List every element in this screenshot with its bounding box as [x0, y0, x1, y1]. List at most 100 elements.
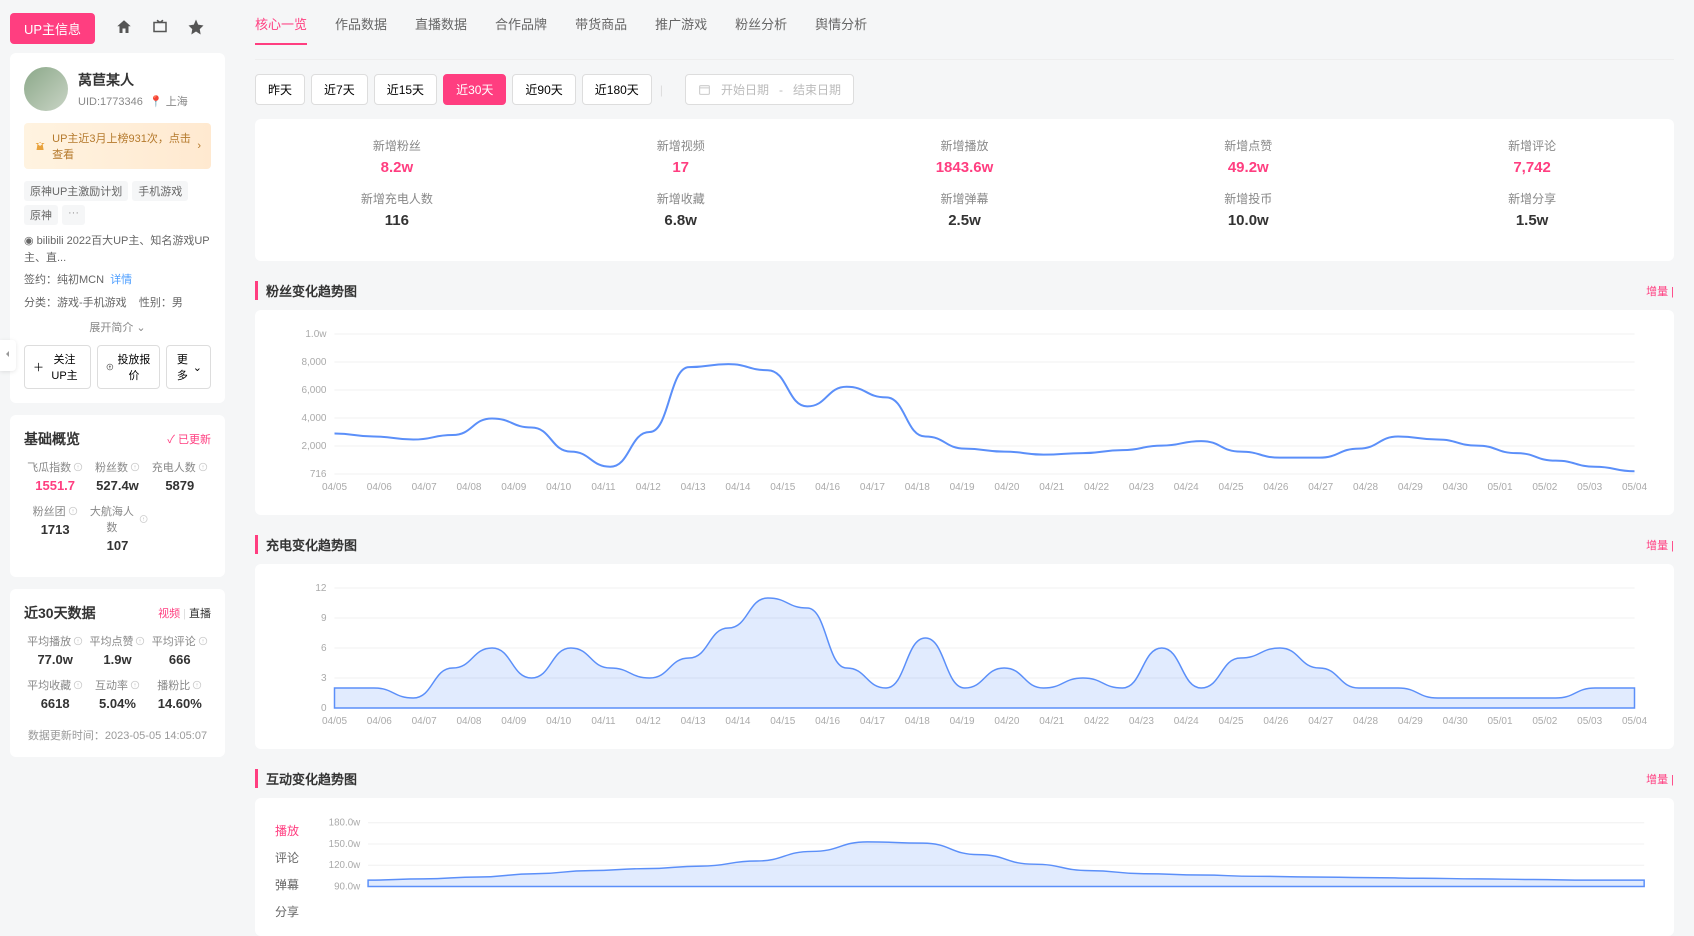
chart3-toggle[interactable]: 增量 | [1646, 771, 1674, 787]
svg-text:04/25: 04/25 [1219, 716, 1244, 727]
legend-item[interactable]: 分享 [275, 903, 299, 920]
svg-text:04/30: 04/30 [1443, 716, 1468, 727]
svg-text:04/13: 04/13 [681, 482, 706, 493]
metric: 新增粉丝8.2w [255, 137, 539, 176]
nav-tab[interactable]: 合作品牌 [495, 14, 547, 45]
svg-text:04/13: 04/13 [681, 716, 706, 727]
range-button[interactable]: 近15天 [374, 74, 437, 105]
chart2-title: 充电变化趋势图 [255, 535, 357, 554]
svg-text:04/17: 04/17 [860, 482, 885, 493]
svg-text:04/09: 04/09 [501, 716, 526, 727]
svg-text:04/16: 04/16 [815, 716, 840, 727]
nav-tab[interactable]: 推广游戏 [655, 14, 707, 45]
metric: 新增评论7,742 [1390, 137, 1674, 176]
svg-text:04/22: 04/22 [1084, 482, 1109, 493]
svg-text:04/28: 04/28 [1353, 482, 1378, 493]
svg-text:6: 6 [321, 643, 327, 654]
chart1: 1.0w8,0006,0004,0002,00071604/0504/0604/… [275, 326, 1654, 496]
nav-tab[interactable]: 核心一览 [255, 14, 307, 45]
collapse-sidebar[interactable] [0, 340, 16, 371]
svg-text:04/24: 04/24 [1174, 482, 1199, 493]
svg-text:04/10: 04/10 [546, 716, 571, 727]
nav-tabs: 核心一览作品数据直播数据合作品牌带货商品推广游戏粉丝分析舆情分析 [255, 0, 1674, 60]
profile-card: 莴苣某人 UID:1773346 📍 上海 UP主近3月上榜931次，点击查看 … [10, 53, 225, 403]
date-picker[interactable]: 开始日期-结束日期 [685, 74, 854, 105]
svg-text:05/03: 05/03 [1577, 482, 1602, 493]
svg-text:05/04: 05/04 [1622, 482, 1647, 493]
stat-cell: 平均点赞1.9w [86, 633, 148, 667]
chart3-title: 互动变化趋势图 [255, 769, 357, 788]
chart2-toggle[interactable]: 增量 | [1646, 537, 1674, 553]
svg-text:0: 0 [321, 703, 327, 714]
avatar[interactable] [24, 67, 68, 111]
recent-title: 近30天数据 [24, 603, 96, 623]
svg-text:04/24: 04/24 [1174, 716, 1199, 727]
quote-button[interactable]: 投放报价 [97, 345, 160, 389]
svg-text:04/23: 04/23 [1129, 716, 1154, 727]
range-button[interactable]: 近30天 [443, 74, 506, 105]
svg-text:04/28: 04/28 [1353, 716, 1378, 727]
chart1-toggle[interactable]: 增量 | [1646, 283, 1674, 299]
tag[interactable]: 手机游戏 [132, 181, 188, 201]
metrics-panel: 新增粉丝8.2w新增视频17新增播放1843.6w新增点赞49.2w新增评论7,… [255, 119, 1674, 261]
overview-card: 基础概览 ✓ 已更新 飞瓜指数1551.7粉丝数527.4w充电人数5879粉丝… [10, 415, 225, 577]
svg-text:180.0w: 180.0w [329, 818, 362, 829]
svg-text:04/08: 04/08 [456, 482, 481, 493]
tag[interactable]: 原神 [24, 205, 58, 225]
updated-badge: ✓ 已更新 [167, 431, 211, 447]
nav-tab[interactable]: 作品数据 [335, 14, 387, 45]
range-button[interactable]: 近90天 [512, 74, 575, 105]
metric: 新增播放1843.6w [823, 137, 1107, 176]
nav-tab[interactable]: 直播数据 [415, 14, 467, 45]
tag-row: 原神UP主激励计划手机游戏原神··· [24, 181, 211, 225]
range-button[interactable]: 近7天 [311, 74, 368, 105]
legend-item[interactable]: 评论 [275, 849, 299, 866]
tag[interactable]: 原神UP主激励计划 [24, 181, 128, 201]
svg-text:4,000: 4,000 [301, 413, 326, 424]
svg-text:04/06: 04/06 [367, 716, 392, 727]
svg-text:9: 9 [321, 613, 327, 624]
info-badge: UP主信息 [10, 13, 95, 44]
follow-button[interactable]: ＋ 关注UP主 [24, 345, 91, 389]
legend-item[interactable]: 弹幕 [275, 876, 299, 893]
svg-text:05/01: 05/01 [1488, 482, 1513, 493]
svg-text:04/25: 04/25 [1219, 482, 1244, 493]
svg-text:05/03: 05/03 [1577, 716, 1602, 727]
svg-text:04/11: 04/11 [591, 716, 616, 727]
nav-tab[interactable]: 舆情分析 [815, 14, 867, 45]
range-button[interactable]: 昨天 [255, 74, 305, 105]
rank-banner[interactable]: UP主近3月上榜931次，点击查看 › [24, 123, 211, 169]
svg-text:04/09: 04/09 [501, 482, 526, 493]
sign-detail-link[interactable]: 详情 [110, 274, 132, 286]
svg-text:04/14: 04/14 [725, 716, 750, 727]
chart1-title: 粉丝变化趋势图 [255, 281, 357, 300]
profile-meta: UID:1773346 📍 上海 [78, 93, 188, 109]
nav-tab[interactable]: 带货商品 [575, 14, 627, 45]
tab-live[interactable]: 直播 [189, 608, 211, 620]
stat-cell: 充电人数5879 [149, 459, 211, 493]
svg-text:04/07: 04/07 [412, 482, 437, 493]
tab-video[interactable]: 视频 [158, 608, 180, 620]
svg-text:05/04: 05/04 [1622, 716, 1647, 727]
tv-icon[interactable] [151, 18, 169, 39]
svg-text:12: 12 [315, 583, 327, 594]
svg-text:04/26: 04/26 [1263, 716, 1288, 727]
stat-cell: 大航海人数107 [86, 503, 148, 553]
more-button[interactable]: 更多 ⌄ [166, 345, 211, 389]
stat-cell: 播粉比14.60% [149, 677, 211, 711]
svg-text:04/23: 04/23 [1129, 482, 1154, 493]
stat-cell: 平均播放77.0w [24, 633, 86, 667]
range-button[interactable]: 近180天 [582, 74, 652, 105]
svg-text:90.0w: 90.0w [334, 881, 361, 892]
legend-item[interactable]: 播放 [275, 822, 299, 839]
star-icon[interactable] [187, 18, 205, 39]
recent-card: 近30天数据 视频|直播 平均播放77.0w平均点赞1.9w平均评论666平均收… [10, 589, 225, 757]
svg-text:04/07: 04/07 [412, 716, 437, 727]
svg-text:150.0w: 150.0w [329, 839, 362, 850]
svg-text:1.0w: 1.0w [305, 329, 327, 340]
tag-more[interactable]: ··· [62, 205, 85, 225]
stat-cell: 平均收藏6618 [24, 677, 86, 711]
home-icon[interactable] [115, 18, 133, 39]
expand-intro[interactable]: 展开简介 ⌄ [24, 319, 211, 335]
nav-tab[interactable]: 粉丝分析 [735, 14, 787, 45]
